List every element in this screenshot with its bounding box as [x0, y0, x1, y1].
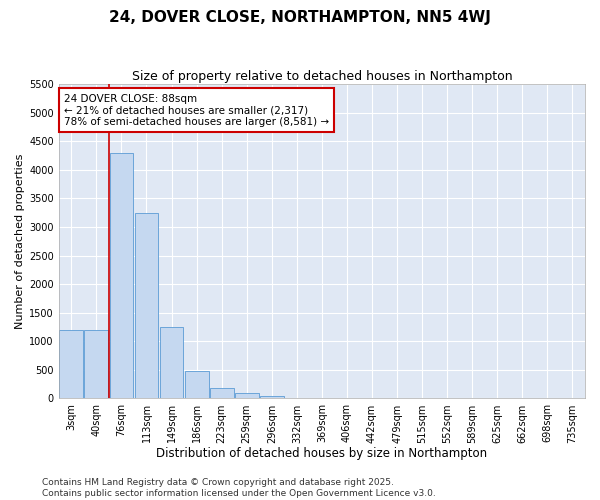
Bar: [85, 330, 108, 398]
Title: Size of property relative to detached houses in Northampton: Size of property relative to detached ho…: [131, 70, 512, 83]
Text: 24 DOVER CLOSE: 88sqm
← 21% of detached houses are smaller (2,317)
78% of semi-d: 24 DOVER CLOSE: 88sqm ← 21% of detached …: [64, 94, 329, 127]
Bar: [235, 393, 259, 398]
Text: 24, DOVER CLOSE, NORTHAMPTON, NN5 4WJ: 24, DOVER CLOSE, NORTHAMPTON, NN5 4WJ: [109, 10, 491, 25]
X-axis label: Distribution of detached houses by size in Northampton: Distribution of detached houses by size …: [157, 447, 487, 460]
Bar: [160, 327, 184, 398]
Bar: [134, 212, 158, 398]
Bar: [110, 152, 133, 398]
Text: Contains HM Land Registry data © Crown copyright and database right 2025.
Contai: Contains HM Land Registry data © Crown c…: [42, 478, 436, 498]
Bar: [260, 396, 284, 398]
Y-axis label: Number of detached properties: Number of detached properties: [15, 154, 25, 329]
Bar: [185, 371, 209, 398]
Bar: [210, 388, 233, 398]
Bar: [59, 330, 83, 398]
